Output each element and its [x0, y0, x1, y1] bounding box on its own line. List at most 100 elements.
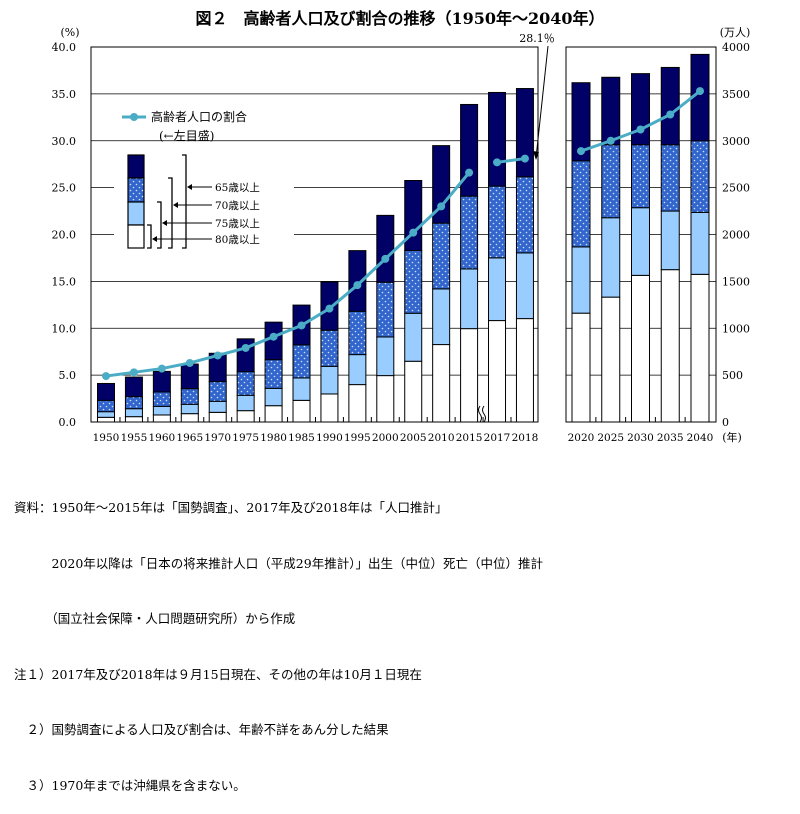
bar-80-plus: [601, 296, 621, 423]
bar-80-plus: [180, 413, 199, 423]
bar-75-79: [292, 377, 311, 401]
x-tick-label: 1960: [148, 432, 175, 444]
ratio-line: [105, 171, 471, 378]
bar-80-plus: [208, 411, 227, 423]
bar-75-79: [488, 257, 507, 322]
bar-65-69: [601, 76, 621, 146]
left-tick-label: 20.0: [52, 229, 77, 242]
bar-80-plus: [152, 414, 171, 423]
chart: 図２ 高齢者人口及び割合の推移（1950年～2040年） (%) (万人) (年…: [52, 9, 751, 444]
legend-bracket: [157, 201, 162, 249]
bar-80-plus: [124, 416, 143, 423]
bar-70-74: [292, 344, 311, 379]
right-tick-label: 1500: [722, 275, 750, 288]
legend-arrowhead: [152, 236, 157, 242]
bar-65-69: [124, 376, 143, 398]
legend-swatch: [127, 177, 145, 203]
ratio-line: [496, 157, 526, 164]
bar-75-79: [124, 408, 143, 418]
left-tick-label: 15.0: [52, 275, 77, 288]
x-tick-label: 1975: [232, 432, 259, 444]
bar-70-74: [97, 399, 115, 413]
legend-bar-label: 70歳以上: [215, 200, 260, 212]
bar-75-79: [690, 211, 710, 275]
x-axis-unit: (年): [722, 430, 742, 444]
x-tick-label: 2000: [372, 432, 399, 444]
x-tick-label: 2015: [456, 432, 483, 444]
legend-bar-label: 75歳以上: [215, 218, 260, 230]
ratio-point: [297, 321, 306, 330]
bar-80-plus: [376, 375, 395, 423]
x-tick-label: 2017: [484, 432, 511, 444]
bar-80-plus: [404, 360, 423, 423]
bar-75-79: [432, 288, 451, 346]
bar-70-74: [264, 359, 283, 389]
bar-75-79: [571, 246, 591, 314]
bar-80-plus: [660, 269, 680, 423]
bar-75-79: [320, 365, 339, 395]
bar-65-69: [180, 363, 199, 390]
bar-70-74: [690, 140, 710, 213]
bar-75-79: [660, 210, 680, 271]
x-tick-label: 1980: [260, 432, 287, 444]
bar-65-69: [660, 66, 680, 146]
bar-65-69: [571, 82, 591, 162]
ratio-point: [493, 158, 502, 167]
bar-80-plus: [432, 344, 451, 423]
bar-65-69: [404, 180, 423, 252]
x-tick-label: 2040: [687, 432, 714, 444]
x-tick-label: 2030: [627, 432, 654, 444]
right-axis-unit: (万人): [720, 26, 751, 39]
legend-arrowhead: [187, 184, 192, 190]
bar-75-79: [152, 405, 171, 416]
bar-70-74: [660, 144, 680, 212]
right-tick-label: 4000: [722, 41, 750, 54]
bar-80-plus: [690, 273, 710, 423]
bar-80-plus: [631, 274, 650, 423]
x-tick-label: 1970: [204, 432, 231, 444]
note-2: ２）国勢調査による人口及び割合は、年齢不詳をあん分した結果: [14, 722, 389, 737]
right-tick-label: 1000: [722, 322, 750, 335]
ratio-point: [696, 87, 704, 96]
legend-bracket: [182, 154, 187, 249]
ratio-point: [353, 281, 362, 290]
bar-75-79: [460, 268, 479, 330]
bar-80-plus: [488, 320, 507, 423]
bar-75-79: [631, 207, 650, 276]
note-source-2: 2020年以降は「日本の将来推計人口（平成29年推計）」出生（中位）死亡（中位）…: [14, 555, 543, 571]
bar-75-79: [601, 217, 621, 298]
x-tick-label: 1995: [344, 432, 371, 444]
bar-70-74: [236, 371, 255, 396]
bar-70-74: [208, 381, 227, 402]
ratio-point: [437, 202, 446, 211]
bar-75-79: [515, 252, 534, 320]
legend-line-sub: (←左目盛): [159, 128, 214, 143]
ratio-point: [465, 168, 474, 177]
x-tick-label: 2020: [568, 432, 595, 444]
bar-65-69: [152, 370, 171, 393]
bar-65-69: [264, 321, 283, 361]
legend-swatch: [127, 201, 145, 226]
bar-70-74: [348, 310, 367, 356]
right-tick-label: 500: [722, 369, 743, 382]
note-source-3: （国立社会保障・人口問題研究所）から作成: [14, 611, 296, 626]
plot-frame: [90, 46, 539, 423]
left-axis-unit: (%): [60, 26, 79, 39]
ratio-point: [241, 343, 250, 352]
note-1: 注１）2017年及び2018年は９月15日現在、その他の年は10月１日現在: [14, 666, 422, 682]
left-tick-label: 40.0: [52, 41, 77, 54]
bar-70-74: [460, 195, 479, 270]
chart-title: 図２ 高齢者人口及び割合の推移（1950年～2040年）: [195, 9, 604, 28]
bar-65-69: [236, 338, 255, 373]
bar-65-69: [488, 91, 507, 187]
bar-65-69: [376, 214, 395, 283]
legend-arrowhead: [162, 220, 167, 226]
bar-75-79: [236, 394, 255, 412]
legend-line-point: [130, 113, 138, 121]
ratio-point: [381, 254, 390, 263]
bar-75-79: [208, 400, 227, 413]
ratio-point: [606, 136, 615, 145]
left-tick-label: 10.0: [52, 322, 77, 335]
bar-70-74: [124, 396, 143, 410]
bar-65-69: [631, 73, 650, 146]
